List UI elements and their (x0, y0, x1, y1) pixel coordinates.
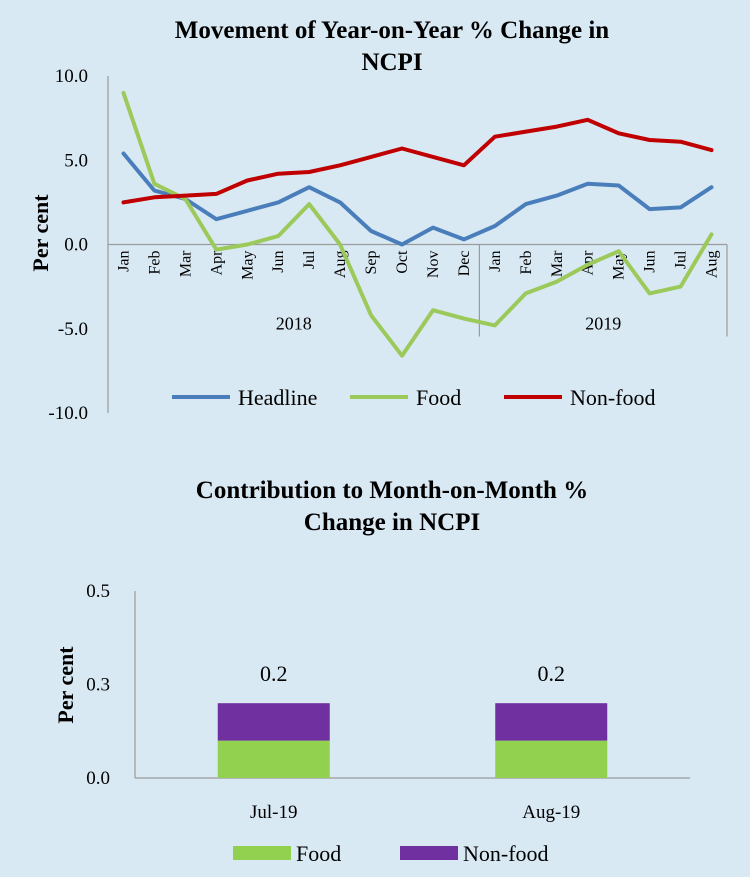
mom-y-tick-label: 0.0 (86, 768, 110, 789)
yoy-x-tick-label: Mar (549, 250, 566, 277)
mom-y-tick-label: 0.3 (86, 675, 110, 696)
yoy-y-tick-label: -5.0 (58, 319, 88, 340)
mom-chart: Contribution to Month-on-Month % Change … (53, 477, 690, 866)
yoy-chart-y-ticks: 10.0 5.0 0.0 -5.0 -10.0 (48, 66, 88, 424)
yoy-legend-label: Non-food (570, 385, 656, 410)
mom-y-tick-label: 0.5 (86, 581, 110, 602)
yoy-x-tick-label: Jun (642, 251, 659, 273)
mom-chart-title-line2: Change in NCPI (304, 509, 480, 536)
yoy-x-tick-label: Aug (704, 251, 721, 279)
yoy-x-tick-label: Nov (425, 251, 442, 279)
yoy-x-tick-label: Mar (177, 250, 194, 277)
yoy-x-tick-label: Apr (208, 250, 225, 276)
mom-bar-food (495, 740, 608, 778)
yoy-x-tick-label: Oct (394, 250, 411, 274)
mom-legend-swatch (400, 846, 458, 860)
yoy-x-tick-label: Dec (456, 251, 473, 277)
yoy-x-tick-label: Feb (518, 251, 535, 275)
yoy-series-line-non-food (121, 117, 714, 205)
yoy-chart-series (121, 90, 714, 358)
mom-bar-total-label: 0.2 (538, 661, 566, 686)
yoy-x-tick-label: Sep (363, 251, 380, 275)
yoy-x-tick-label: Jul (301, 250, 318, 269)
mom-x-tick-label: Jul-19 (250, 802, 298, 823)
yoy-x-tick-label: Jul (673, 250, 690, 269)
yoy-x-tick-label: Jan (115, 251, 132, 272)
yoy-y-tick-label: 0.0 (64, 235, 88, 256)
mom-bar-non-food (217, 703, 330, 741)
mom-bar-non-food (495, 703, 608, 741)
mom-legend-label: Non-food (463, 841, 549, 866)
mom-x-tick-label: Aug-19 (522, 802, 580, 823)
yoy-x-tick-label: Feb (146, 251, 163, 275)
yoy-legend-label: Food (416, 385, 461, 410)
yoy-series-line-headline (121, 151, 714, 247)
yoy-x-tick-label: Jun (270, 251, 287, 273)
mom-chart-legend: Food Non-food (233, 841, 549, 866)
yoy-x-tick-label: Jan (487, 251, 504, 272)
yoy-year-label: 2018 (276, 314, 312, 334)
mom-chart-y-axis-label: Per cent (53, 646, 78, 724)
mom-legend-label: Food (296, 841, 341, 866)
yoy-y-tick-label: -10.0 (48, 403, 88, 424)
yoy-year-label: 2019 (585, 314, 621, 334)
mom-bar-total-label: 0.2 (260, 661, 288, 686)
mom-chart-bars: 0.2 0.2 (217, 661, 608, 778)
yoy-chart-title-line2: NCPI (361, 49, 422, 76)
yoy-chart: Movement of Year-on-Year % Change in NCP… (28, 17, 728, 424)
yoy-chart-title-line1: Movement of Year-on-Year % Change in (175, 17, 610, 44)
yoy-legend-label: Headline (238, 385, 317, 410)
yoy-chart-y-axis-label: Per cent (28, 194, 53, 272)
yoy-chart-axes (107, 76, 728, 413)
yoy-y-tick-label: 10.0 (55, 66, 88, 87)
yoy-chart-x-ticks: Jan Feb Mar Apr May Jun Jul Aug Sep Oct Nov Dec Jan F… (115, 250, 720, 334)
yoy-chart-legend: Headline Food Non-food (172, 385, 656, 410)
mom-chart-title-line1: Contribution to Month-on-Month % (196, 477, 588, 504)
yoy-series-line-food (121, 90, 714, 358)
yoy-y-tick-label: 5.0 (64, 150, 88, 171)
mom-legend-swatch (233, 846, 291, 860)
yoy-x-tick-label: May (239, 251, 256, 280)
mom-chart-x-ticks: Jul-19 Aug-19 (250, 802, 580, 823)
mom-chart-y-ticks: 0.5 0.3 0.0 (86, 581, 110, 789)
mom-bar-food (217, 740, 330, 778)
